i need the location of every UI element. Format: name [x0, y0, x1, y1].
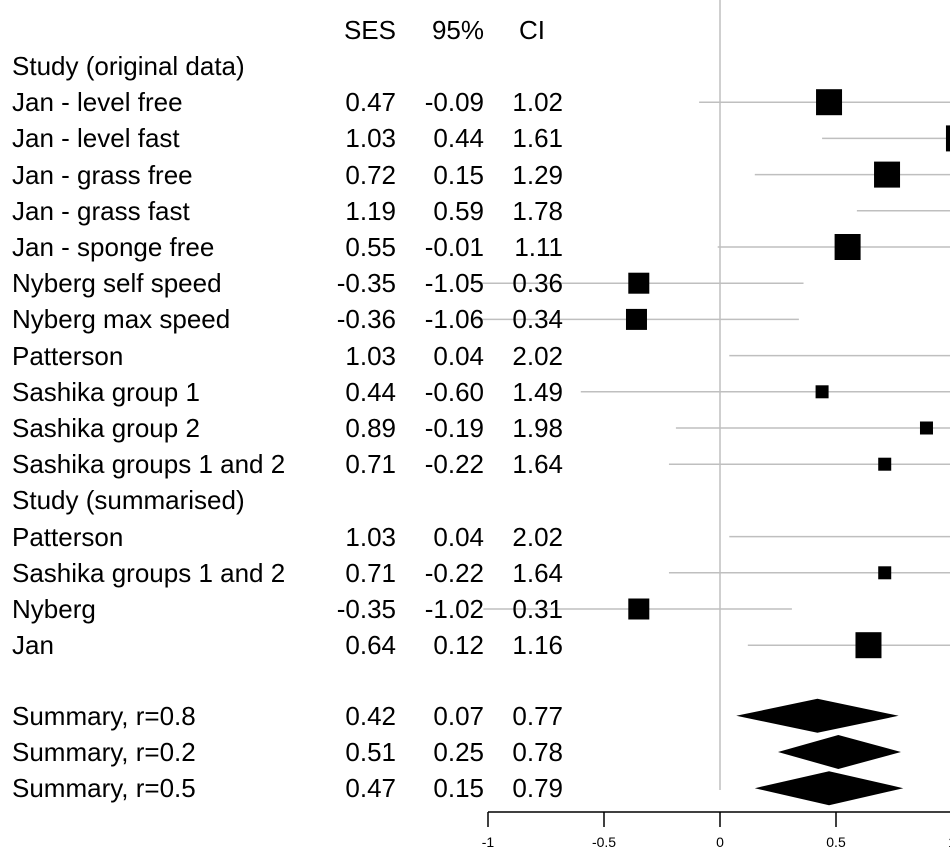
row-label: Nyberg	[12, 594, 96, 624]
summary-ci-high-value: 0.77	[512, 700, 563, 731]
row-ci-high-value: 1.98	[512, 413, 563, 443]
row-label: Sashika group 2	[12, 413, 200, 443]
row-ses-value: 0.44	[345, 376, 396, 407]
estimate-marker	[878, 457, 892, 471]
row-ses-value: 0.64	[345, 630, 396, 661]
section-heading: Study (summarised)	[12, 485, 245, 516]
estimate-marker	[628, 272, 650, 294]
row-ses-value: 0.71	[345, 449, 396, 480]
estimate-marker	[628, 598, 650, 620]
row-ci-low-value: -0.01	[424, 232, 484, 262]
row-ci-high-value: 0.36	[512, 268, 563, 299]
estimate-marker	[919, 421, 933, 435]
row-ci-low-value: -0.22	[424, 557, 484, 588]
row-ci-low-value: -0.60	[424, 376, 484, 407]
estimate-marker	[834, 234, 861, 260]
row-label: Jan - level free	[12, 87, 183, 118]
row-ci-high-value: 1.11	[514, 232, 563, 262]
row-ses-value: -0.35	[336, 594, 396, 624]
row-ci-low-value: -0.09	[424, 87, 484, 118]
row-label: Sashika group 1	[12, 376, 200, 407]
row-label: Nyberg max speed	[12, 304, 231, 335]
row-ci-low-value: 0.04	[433, 521, 484, 552]
section-heading: Study (original data)	[12, 51, 245, 81]
row-ci-high-value: 1.64	[512, 449, 563, 480]
row-ses-value: 0.55	[345, 232, 396, 262]
x-tick-label: -0.5	[592, 834, 616, 850]
row-label: Jan - grass fast	[12, 195, 190, 226]
x-tick-label: 0.5	[826, 834, 846, 850]
row-label: Patterson	[12, 521, 124, 552]
header-ci-high: CI	[519, 15, 545, 45]
x-tick-label: 0	[716, 834, 724, 850]
row-ci-high-value: 0.31	[512, 594, 563, 624]
row-label: Jan - sponge free	[12, 232, 215, 262]
row-ses-value: 1.03	[345, 123, 396, 154]
summary-ci-low-value: 0.07	[433, 700, 484, 731]
row-ci-low-value: 0.44	[433, 123, 484, 154]
row-ses-value: -0.36	[336, 304, 396, 335]
row-label: Jan - grass free	[12, 159, 193, 190]
row-ci-high-value: 2.02	[512, 521, 563, 552]
row-ci-low-value: 0.59	[433, 195, 484, 226]
row-ci-low-value: -0.19	[424, 413, 484, 443]
x-tick-label: -1	[482, 834, 495, 850]
row-ses-value: 1.03	[345, 340, 396, 371]
summary-label: Summary, r=0.2	[12, 736, 196, 767]
summary-ci-high-value: 0.78	[512, 736, 563, 767]
row-ci-low-value: -1.05	[424, 268, 484, 299]
estimate-marker	[625, 308, 647, 330]
header-ci-low: 95%	[431, 15, 484, 45]
summary-ci-low-value: 0.15	[433, 773, 484, 804]
summary-ci-low-value: 0.25	[433, 736, 484, 767]
summary-diamond	[754, 771, 904, 806]
row-ses-value: 0.72	[345, 159, 396, 190]
estimate-marker	[855, 632, 882, 659]
summary-label: Summary, r=0.8	[12, 700, 196, 731]
row-ci-high-value: 1.16	[512, 630, 563, 661]
row-label: Jan - level fast	[12, 123, 180, 154]
row-label: Patterson	[12, 340, 124, 371]
row-ses-value: 0.47	[345, 87, 396, 118]
row-ci-low-value: -0.22	[424, 449, 484, 480]
row-label: Jan	[12, 630, 54, 661]
row-ci-low-value: 0.15	[433, 159, 484, 190]
row-label: Nyberg self speed	[12, 268, 222, 299]
estimate-marker	[815, 385, 829, 399]
summary-ses-value: 0.42	[345, 700, 396, 731]
row-ci-high-value: 2.02	[512, 340, 563, 371]
estimate-marker	[816, 89, 843, 116]
header-ses: SES	[343, 15, 396, 45]
summary-ses-value: 0.51	[345, 736, 396, 767]
row-ci-low-value: -1.06	[424, 304, 484, 335]
row-ci-high-value: 0.34	[512, 304, 563, 335]
estimate-marker	[874, 161, 901, 188]
row-ci-low-value: -1.02	[424, 594, 484, 624]
summary-label: Summary, r=0.5	[12, 773, 196, 804]
summary-diamond	[736, 698, 899, 733]
estimate-marker	[945, 125, 950, 152]
row-ci-high-value: 1.02	[512, 87, 563, 118]
summary-diamond	[778, 734, 901, 769]
estimate-marker	[878, 566, 892, 580]
summary-ses-value: 0.47	[345, 773, 396, 804]
row-ci-high-value: 1.49	[512, 376, 563, 407]
row-ses-value: 1.03	[345, 521, 396, 552]
row-ses-value: 1.19	[345, 195, 396, 226]
row-ci-high-value: 1.29	[512, 159, 563, 190]
row-ci-low-value: 0.04	[433, 340, 484, 371]
row-ci-low-value: 0.12	[433, 630, 484, 661]
x-tick-label: 1	[948, 834, 950, 850]
row-ses-value: -0.35	[336, 268, 396, 299]
row-ci-high-value: 1.61	[512, 123, 563, 154]
row-ci-high-value: 1.78	[512, 195, 563, 226]
row-label: Sashika groups 1 and 2	[12, 557, 286, 588]
row-label: Sashika groups 1 and 2	[12, 449, 286, 480]
summary-ci-high-value: 0.79	[512, 773, 563, 804]
row-ses-value: 0.89	[345, 413, 396, 443]
row-ci-high-value: 1.64	[512, 557, 563, 588]
row-ses-value: 0.71	[345, 557, 396, 588]
